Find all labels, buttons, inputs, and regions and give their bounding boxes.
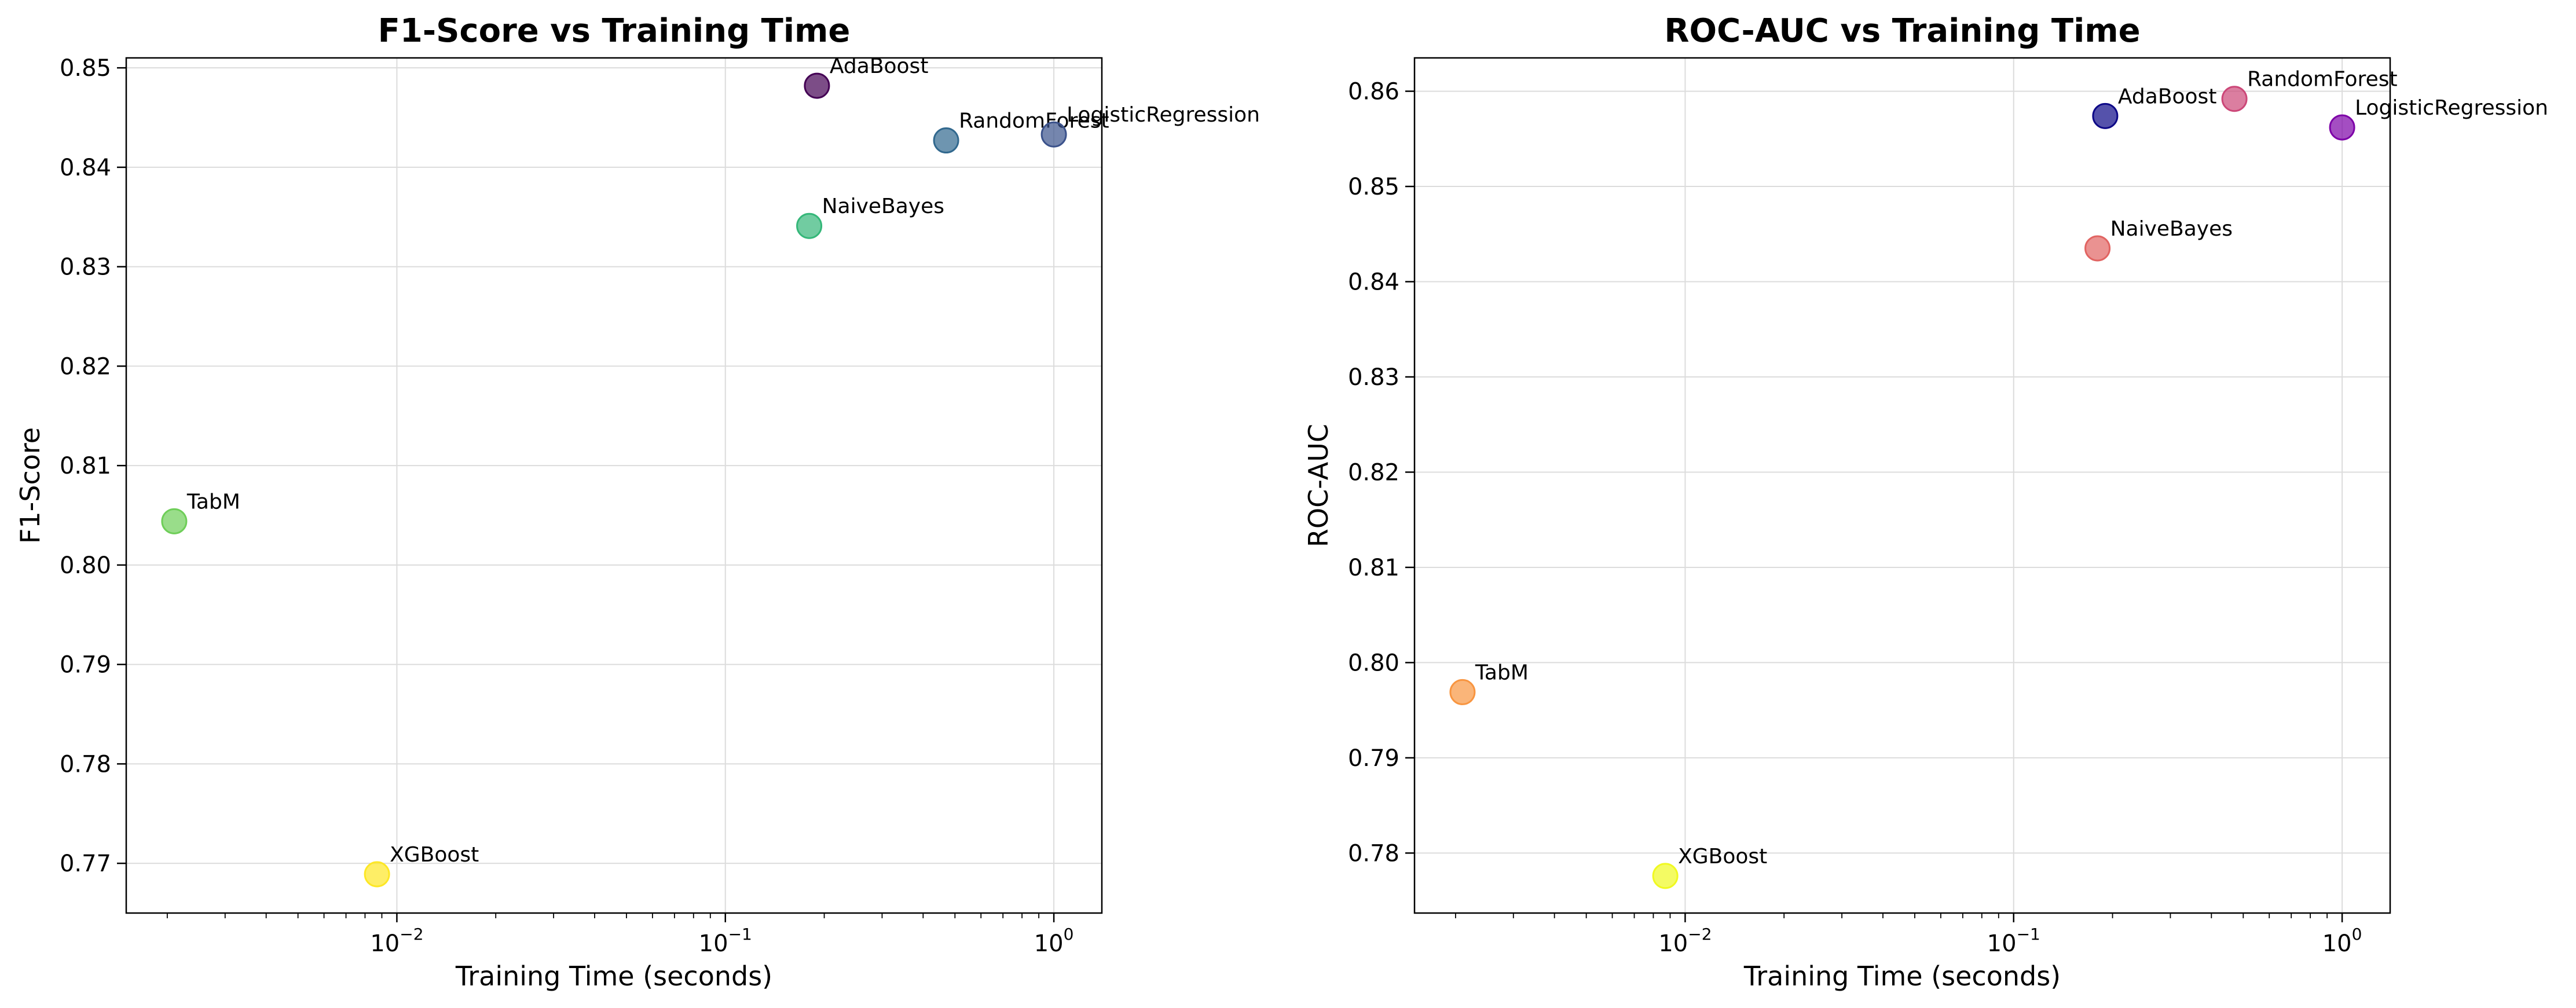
chart-0-y-tick-label: 0.83 [60, 254, 111, 281]
chart-0-point-tabm [161, 508, 188, 534]
chart-1-point-label-naivebayes: NaiveBayes [2110, 217, 2233, 241]
chart-1-x-tick-label: 10−2 [1658, 925, 1712, 957]
chart-1-point-label-randomforest: RandomForest [2247, 68, 2398, 91]
chart-0-point-label-tabm: TabM [186, 490, 240, 514]
chart-1-title: ROC-AUC vs Training Time [1664, 12, 2140, 50]
chart-1-y-tick-label: 0.80 [1348, 650, 1399, 676]
chart-1-y-tick-label: 0.82 [1348, 459, 1399, 486]
chart-1-point-label-logisticregression: LogisticRegression [2355, 96, 2548, 120]
chart-1-point-adaboost [2092, 102, 2119, 129]
chart-1-y-tick-label: 0.84 [1348, 269, 1399, 296]
chart-rocauc-vs-time: 10−2 10−1 100 0.78 0.79 0.80 0.81 0.82 0.83 0.84 0… [1303, 12, 2548, 992]
chart-0-x-axis-label: Training Time (seconds) [455, 961, 772, 992]
chart-1-point-label-tabm: TabM [1475, 661, 1529, 684]
chart-1-y-tick-label: 0.85 [1348, 174, 1399, 200]
chart-0-x-tick-label: 10−2 [370, 925, 423, 957]
chart-f1-vs-time: 10−2 10−1 100 0.77 0.78 0.79 0.80 0.81 0.82 0.83 0… [14, 12, 1260, 992]
chart-0-point-label-adaboost: AdaBoost [830, 54, 929, 78]
chart-1-plot-frame [1413, 57, 2391, 914]
chart-0-point-xgboost [364, 861, 390, 888]
chart-0-plot-frame [125, 57, 1103, 914]
chart-0-x-tick-label: 100 [1034, 925, 1074, 957]
chart-1-y-tick-label: 0.81 [1348, 555, 1399, 581]
chart-0-point-adaboost [804, 72, 830, 99]
chart-0-y-tick-label: 0.85 [60, 55, 111, 82]
chart-1-point-logisticregression [2329, 114, 2355, 141]
chart-1-point-xgboost [1652, 863, 1679, 889]
chart-1-point-randomforest [2221, 86, 2248, 112]
chart-1-x-tick-label: 100 [2322, 925, 2362, 957]
chart-0-x-tick-label: 10−1 [699, 925, 752, 957]
chart-0-y-tick-label: 0.77 [60, 851, 111, 877]
chart-1-y-axis-label: ROC-AUC [1303, 424, 1334, 547]
chart-0-point-label-randomforest: RandomForest [959, 109, 1109, 133]
chart-0-y-tick-label: 0.79 [60, 652, 111, 679]
chart-0-point-randomforest [933, 127, 959, 154]
chart-0-point-naivebayes [796, 212, 823, 239]
chart-1-y-tick-label: 0.83 [1348, 364, 1399, 391]
chart-1-x-axis-label: Training Time (seconds) [1743, 961, 2061, 992]
chart-1-x-tick-label: 10−1 [1987, 925, 2040, 957]
chart-0-y-tick-label: 0.84 [60, 155, 111, 181]
chart-0-title: F1-Score vs Training Time [378, 12, 851, 50]
chart-1-y-tick-label: 0.86 [1348, 79, 1399, 105]
chart-1-y-tick-label: 0.79 [1348, 745, 1399, 772]
chart-1-y-tick-label: 0.78 [1348, 840, 1399, 867]
chart-0-y-tick-label: 0.81 [60, 453, 111, 479]
chart-0-point-label-naivebayes: NaiveBayes [822, 195, 944, 218]
chart-1-point-label-adaboost: AdaBoost [2118, 85, 2217, 108]
chart-1-point-naivebayes [2084, 235, 2111, 262]
chart-0-y-axis-label: F1-Score [14, 427, 46, 544]
chart-0-point-label-logisticregression: LogisticRegression [1067, 103, 1260, 127]
chart-0-y-tick-label: 0.80 [60, 552, 111, 579]
chart-0-point-logisticregression [1040, 121, 1067, 148]
chart-0-y-tick-label: 0.78 [60, 751, 111, 778]
chart-1-point-label-xgboost: XGBoost [1678, 845, 1767, 868]
chart-1-point-tabm [1449, 679, 1476, 705]
chart-0-y-tick-label: 0.82 [60, 353, 111, 380]
chart-0-point-label-xgboost: XGBoost [390, 843, 479, 867]
